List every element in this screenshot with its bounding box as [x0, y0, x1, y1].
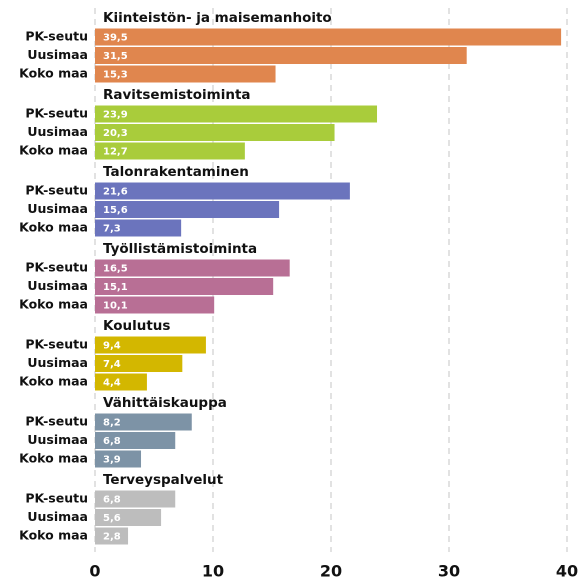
category-label: Koko maa: [19, 451, 88, 466]
value-label: 15,1: [103, 282, 128, 293]
value-label: 21,6: [103, 187, 128, 198]
bar: [95, 219, 182, 237]
group-title: Koulutus: [103, 318, 170, 334]
value-label: 12,7: [103, 147, 128, 158]
bar: [95, 373, 147, 391]
category-label: Uusimaa: [27, 355, 88, 370]
value-label: 3,9: [103, 455, 121, 466]
group-title: Terveyspalvelut: [103, 472, 224, 488]
value-label: 15,3: [103, 70, 128, 81]
category-label: Koko maa: [19, 297, 88, 312]
value-label: 15,6: [103, 205, 128, 216]
x-tick-label: 20: [320, 562, 342, 581]
bar: [95, 278, 274, 295]
bar: [95, 65, 276, 83]
value-label: 2,8: [103, 532, 121, 543]
category-label: Uusimaa: [27, 47, 88, 62]
category-label: PK-seutu: [25, 106, 88, 121]
group-title: Talonrakentaminen: [103, 164, 249, 180]
category-label: Uusimaa: [27, 124, 88, 139]
value-label: 7,3: [103, 224, 121, 235]
group-title: Ravitsemistoiminta: [103, 87, 251, 103]
category-label: PK-seutu: [25, 491, 88, 506]
bar: [95, 413, 192, 431]
bar: [95, 432, 176, 449]
category-label: Koko maa: [19, 528, 88, 543]
category-label: Koko maa: [19, 374, 88, 389]
category-label: Uusimaa: [27, 278, 88, 293]
value-label: 20,3: [103, 128, 128, 139]
category-label: PK-seutu: [25, 337, 88, 352]
bar: [95, 259, 290, 277]
value-label: 7,4: [103, 359, 121, 370]
bar: [95, 355, 183, 372]
value-label: 5,6: [103, 513, 121, 524]
category-label: PK-seutu: [25, 29, 88, 44]
bar: [95, 296, 215, 314]
category-label: Koko maa: [19, 220, 88, 235]
value-label: 4,4: [103, 378, 121, 389]
group-title: Vähittäiskauppa: [103, 395, 227, 411]
bar: [95, 124, 335, 141]
bar: [95, 28, 562, 46]
category-label: Uusimaa: [27, 432, 88, 447]
bar: [95, 527, 129, 545]
value-label: 8,2: [103, 418, 121, 429]
group-title: Työllistämistoiminta: [103, 241, 257, 257]
value-label: 10,1: [103, 301, 128, 312]
category-label: PK-seutu: [25, 183, 88, 198]
x-tick-label: 10: [202, 562, 224, 581]
bar: [95, 201, 280, 218]
bar: [95, 336, 206, 354]
x-tick-label: 30: [438, 562, 460, 581]
value-label: 6,8: [103, 495, 121, 506]
bar: [95, 105, 378, 123]
bar: [95, 450, 142, 468]
bar: [95, 490, 176, 508]
bar: [95, 509, 162, 526]
value-label: 31,5: [103, 51, 128, 62]
bar: [95, 47, 467, 64]
category-label: PK-seutu: [25, 260, 88, 275]
category-label: Koko maa: [19, 66, 88, 81]
group-title: Kiinteistön- ja maisemanhoito: [103, 10, 332, 26]
bar: [95, 142, 245, 160]
category-label: Uusimaa: [27, 201, 88, 216]
value-label: 39,5: [103, 33, 128, 44]
x-tick-label: 0: [89, 562, 100, 581]
value-label: 9,4: [103, 341, 121, 352]
category-label: Uusimaa: [27, 509, 88, 524]
category-label: Koko maa: [19, 143, 88, 158]
category-label: PK-seutu: [25, 414, 88, 429]
value-label: 16,5: [103, 264, 128, 275]
value-label: 23,9: [103, 110, 128, 121]
value-label: 6,8: [103, 436, 121, 447]
bar: [95, 182, 350, 200]
x-tick-label: 40: [556, 562, 578, 581]
